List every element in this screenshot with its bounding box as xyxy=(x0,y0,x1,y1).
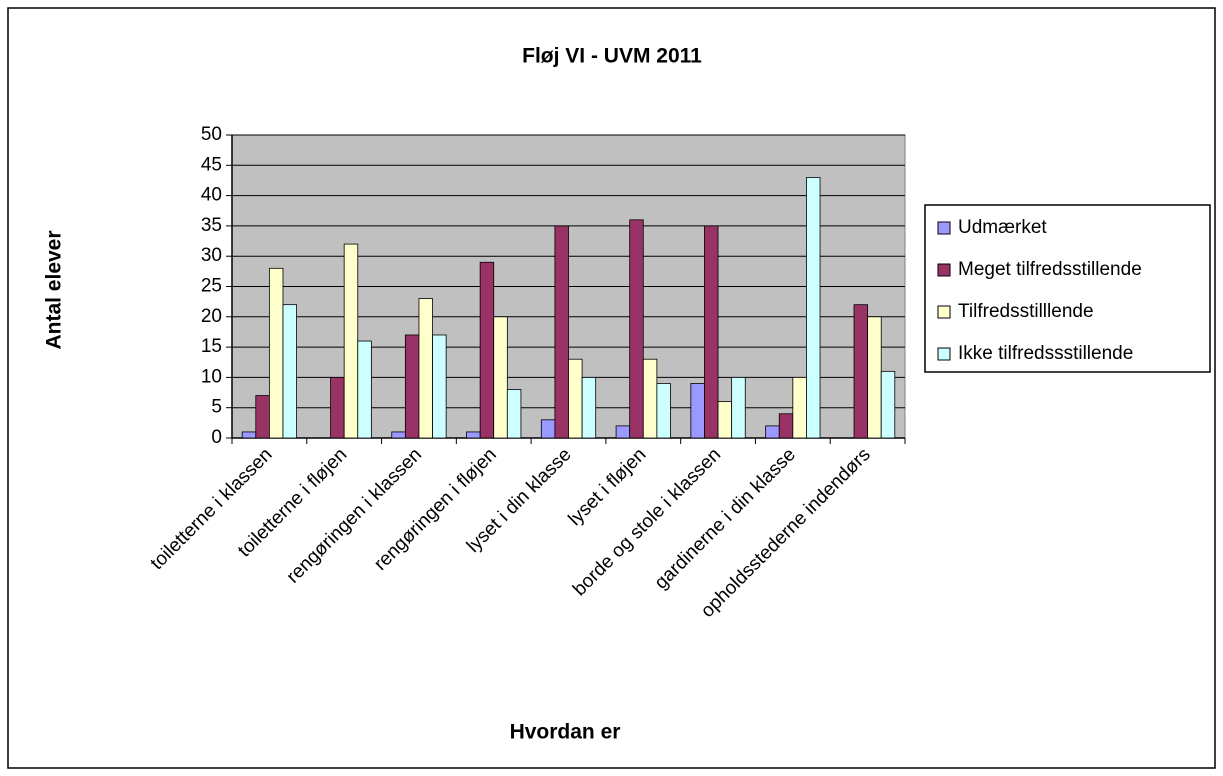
chart-title: Fløj VI - UVM 2011 xyxy=(522,45,702,68)
y-tick-label: 30 xyxy=(201,245,222,266)
bar xyxy=(554,225,569,439)
y-tick-label: 45 xyxy=(201,154,222,175)
legend-swatch xyxy=(937,263,951,277)
bar xyxy=(615,425,631,439)
bar xyxy=(765,425,780,439)
bar xyxy=(853,304,869,439)
bar xyxy=(391,431,406,439)
bar xyxy=(880,370,896,439)
bar xyxy=(540,419,556,439)
bar xyxy=(241,431,257,439)
bar xyxy=(255,395,270,439)
bar xyxy=(704,225,719,439)
y-axis-label: Antal elever xyxy=(43,230,66,349)
bar xyxy=(404,334,420,439)
y-tick-label: 40 xyxy=(201,185,222,206)
legend-box xyxy=(924,204,1211,373)
bar xyxy=(629,219,644,439)
legend-swatch xyxy=(937,221,951,235)
bar xyxy=(282,304,297,439)
bar xyxy=(432,334,447,439)
bar xyxy=(357,340,372,439)
bar xyxy=(867,316,882,439)
y-tick-label: 50 xyxy=(201,124,222,145)
bar xyxy=(418,298,433,439)
bar xyxy=(806,177,821,439)
bar xyxy=(466,431,481,439)
bar xyxy=(792,376,807,439)
bar xyxy=(778,413,794,439)
bar xyxy=(493,316,508,439)
y-tick-label: 25 xyxy=(201,276,222,297)
bar xyxy=(330,376,345,439)
legend-label: Meget tilfredsstillende xyxy=(958,259,1142,280)
y-tick-label: 35 xyxy=(201,215,222,236)
legend-label: Ikke tilfredssstillende xyxy=(958,343,1133,364)
y-tick-label: 0 xyxy=(211,427,222,448)
bar xyxy=(642,358,658,439)
bar xyxy=(581,376,597,439)
legend-swatch xyxy=(937,305,951,319)
legend-label: Udmærket xyxy=(958,217,1047,238)
y-tick-label: 15 xyxy=(201,336,222,357)
x-axis-label: Hvordan er xyxy=(510,721,621,744)
bar xyxy=(717,401,733,439)
bar xyxy=(656,383,671,439)
bar xyxy=(731,376,746,439)
bar xyxy=(268,267,284,439)
bar xyxy=(568,358,583,439)
y-tick-label: 20 xyxy=(201,306,222,327)
legend-swatch xyxy=(937,347,951,361)
bar xyxy=(479,261,495,439)
y-tick-label: 10 xyxy=(201,366,222,387)
bar xyxy=(690,383,705,439)
bar xyxy=(506,389,522,439)
legend-label: Tilfredsstilllende xyxy=(958,301,1094,322)
bar xyxy=(343,243,359,439)
y-tick-label: 5 xyxy=(211,397,222,418)
